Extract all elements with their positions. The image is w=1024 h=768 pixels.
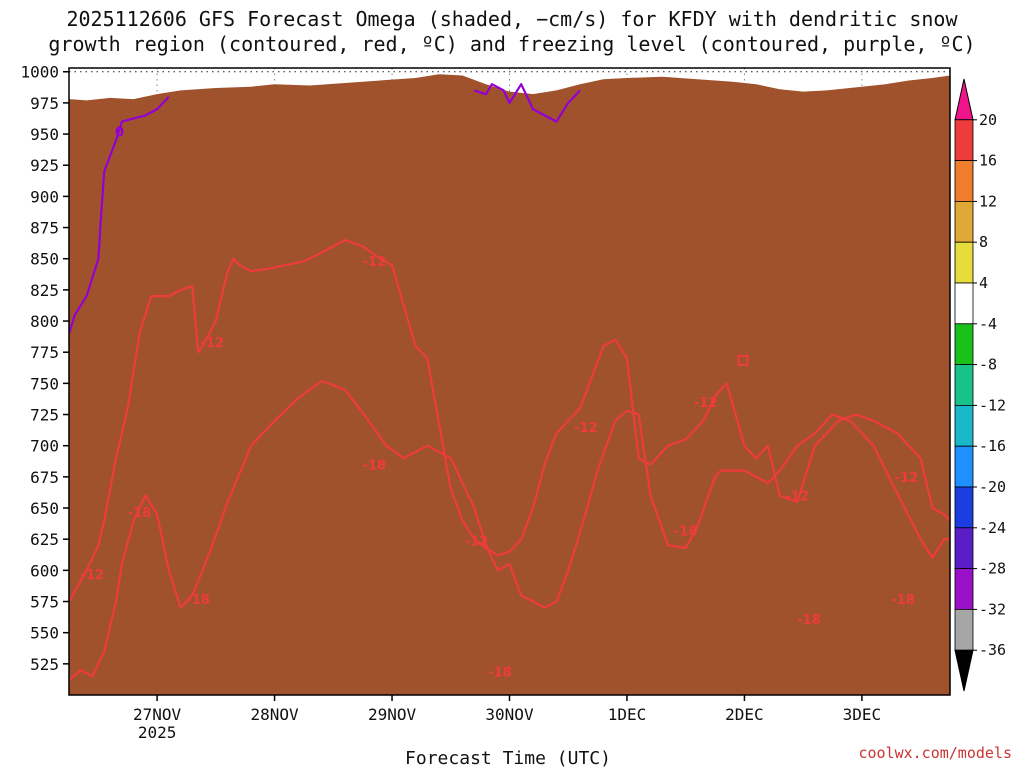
colorbar-swatch bbox=[954, 486, 974, 529]
colorbar-top-arrow bbox=[954, 78, 974, 121]
contour-label: -18 bbox=[674, 524, 698, 539]
contour-label: -12 bbox=[81, 568, 105, 583]
contour-label: -12 bbox=[465, 534, 489, 549]
colorbar-swatch bbox=[954, 200, 974, 243]
source-credit: coolwx.com/models bbox=[858, 744, 1012, 762]
colorbar-swatch bbox=[954, 609, 974, 651]
x-tick-label: 29NOV bbox=[368, 705, 417, 724]
contour-line bbox=[69, 379, 950, 681]
y-tick-label: 975 bbox=[30, 94, 59, 113]
colorbar: 20 16 12 8 4 -4 -8 -12 -16 -20 -24 -28 -32 -36 bbox=[954, 78, 1006, 692]
colorbar-label: -12 bbox=[979, 396, 1006, 414]
x-tick-label: 3DEC bbox=[843, 705, 882, 724]
y-tick-label: 900 bbox=[30, 187, 59, 206]
y-tick-label: 575 bbox=[30, 593, 59, 612]
colorbar-swatch bbox=[954, 119, 974, 162]
terrain-area bbox=[69, 74, 950, 695]
contour-label: -18 bbox=[186, 593, 210, 608]
colorbar-swatch bbox=[954, 445, 974, 488]
y-tick-label: 750 bbox=[30, 374, 59, 393]
x-tick-label: 28NOV bbox=[250, 705, 299, 724]
colorbar-label: 8 bbox=[979, 233, 988, 251]
colorbar-label: -4 bbox=[979, 315, 997, 333]
colorbar-swatch bbox=[954, 282, 974, 325]
colorbar-label: 4 bbox=[979, 274, 988, 292]
colorbar-swatch bbox=[954, 160, 974, 202]
contour-label: -18 bbox=[363, 458, 387, 473]
x-tick-sublabel: 2025 bbox=[138, 723, 177, 742]
contour-label: -18 bbox=[797, 613, 821, 628]
contour-label: -12 bbox=[786, 490, 810, 505]
y-tick-label: 675 bbox=[30, 468, 59, 487]
colorbar-label: 16 bbox=[979, 152, 997, 170]
contour-line bbox=[69, 95, 170, 334]
y-tick-label: 800 bbox=[30, 312, 59, 331]
y-tick-label: 525 bbox=[30, 655, 59, 674]
colorbar-label: -8 bbox=[979, 356, 997, 374]
y-tick-label: 850 bbox=[30, 250, 59, 269]
colorbar-label: -32 bbox=[979, 600, 1006, 618]
contour-label: 0 bbox=[115, 126, 124, 141]
colorbar-swatch bbox=[954, 323, 974, 365]
x-tick-label: 27NOV bbox=[133, 705, 182, 724]
y-tick-label: 825 bbox=[30, 281, 59, 300]
chart-title-line-2: growth region (contoured, red, ºC) and f… bbox=[48, 32, 975, 56]
colorbar-swatch bbox=[954, 364, 974, 406]
y-tick-label: 700 bbox=[30, 437, 59, 456]
terrain-fill bbox=[69, 74, 950, 695]
chart-title-line-1: 2025112606 GFS Forecast Omega (shaded, −… bbox=[66, 7, 958, 31]
contour-label: -12 bbox=[694, 396, 718, 411]
contour-label: -18 bbox=[891, 593, 915, 608]
colorbar-label: -20 bbox=[979, 478, 1006, 496]
colorbar-label: 12 bbox=[979, 192, 997, 210]
y-tick-label: 550 bbox=[30, 624, 59, 643]
colorbar-label: -16 bbox=[979, 437, 1006, 455]
y-tick-label: 925 bbox=[30, 156, 59, 175]
contour-label: -12 bbox=[201, 336, 225, 351]
colorbar-swatch bbox=[954, 527, 974, 569]
contour-lines bbox=[69, 83, 950, 681]
colorbar-swatch bbox=[954, 241, 974, 284]
colorbar-label: -36 bbox=[979, 641, 1006, 659]
contour-label: -18 bbox=[488, 665, 512, 680]
contour-labels: -12 -18 -18 -12 -18 -12 -18 -12 -12 -18 -12 -18 -12 -… bbox=[81, 126, 919, 681]
y-tick-label: 1000 bbox=[20, 63, 59, 82]
x-tick-label: 2DEC bbox=[725, 705, 764, 724]
colorbar-label: 20 bbox=[979, 111, 997, 129]
contour-label: -18 bbox=[128, 506, 152, 521]
y-tick-label: 625 bbox=[30, 530, 59, 549]
x-tick-label: 30NOV bbox=[485, 705, 534, 724]
colorbar-swatch bbox=[954, 404, 974, 447]
y-tick-label: 875 bbox=[30, 219, 59, 238]
y-tick-label: 775 bbox=[30, 343, 59, 362]
contour-label: -12 bbox=[895, 471, 919, 486]
x-tick-label: 1DEC bbox=[608, 705, 647, 724]
y-tick-label: 725 bbox=[30, 406, 59, 425]
contour-line bbox=[69, 238, 950, 603]
colorbar-label: -24 bbox=[979, 519, 1006, 537]
colorbar-bottom-arrow bbox=[954, 649, 974, 692]
contour-line bbox=[473, 83, 581, 123]
colorbar-swatch bbox=[954, 568, 974, 610]
contour-label: -12 bbox=[363, 255, 387, 270]
x-axis-label: Forecast Time (UTC) bbox=[405, 748, 611, 768]
contour-closed-box bbox=[737, 354, 749, 366]
contour-label: -12 bbox=[574, 421, 598, 436]
axes: 525 550 575 600 625 650 675 700 725 750 775 800 825 8… bbox=[20, 63, 951, 742]
y-tick-label: 650 bbox=[30, 499, 59, 518]
y-tick-label: 950 bbox=[30, 125, 59, 144]
colorbar-label: -28 bbox=[979, 560, 1006, 578]
y-tick-label: 600 bbox=[30, 561, 59, 580]
